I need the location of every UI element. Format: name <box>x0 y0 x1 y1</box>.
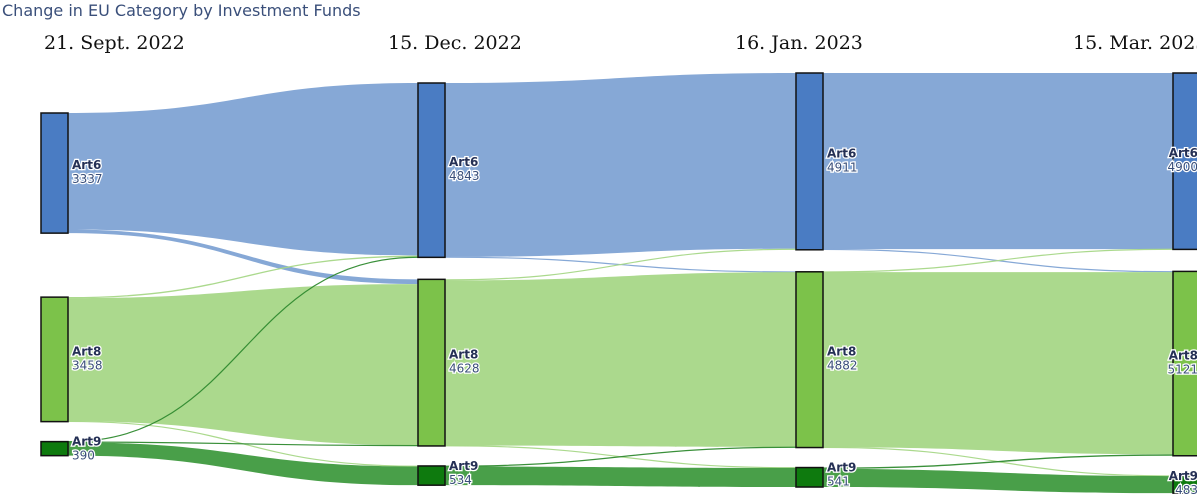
node-label-value-d8: 4628 <box>449 362 480 376</box>
node-label-value-j6: 4911 <box>827 160 858 174</box>
node-label-value-s6: 3337 <box>72 172 103 186</box>
node-m9[interactable] <box>1172 475 1197 494</box>
node-d9[interactable] <box>417 465 446 486</box>
node-label-name-s6: Art6 <box>72 158 101 172</box>
node-d8[interactable] <box>417 278 446 447</box>
column-label-jan-2023: 16. Jan. 2023 <box>735 32 863 54</box>
chart-title: Change in EU Category by Investment Fund… <box>2 1 361 20</box>
node-label-name-m6: Art6 <box>1169 146 1197 160</box>
flow-link-d9-j9 <box>445 466 796 488</box>
node-m6[interactable] <box>1172 72 1197 251</box>
column-label-dec-2022: 15. Dec. 2022 <box>388 32 522 54</box>
flow-link-s6-d8 <box>68 229 418 285</box>
flow-link-j8-m6 <box>822 248 1174 273</box>
flow-link-s6-d6 <box>68 83 418 256</box>
node-label-value-m6: 4900 <box>1167 160 1197 174</box>
flow-link-j8-m8 <box>823 272 1173 455</box>
node-label-name-d6: Art6 <box>449 155 478 169</box>
node-label-name-s9: Art9 <box>72 435 101 449</box>
flow-link-s9-d6 <box>67 256 419 443</box>
links-layer <box>67 73 1174 494</box>
node-label-name-m9: Art9 <box>1169 469 1197 483</box>
flow-link-s9-d9 <box>68 442 418 486</box>
node-label-name-j8: Art8 <box>827 345 856 359</box>
nodes-layer <box>40 72 1197 494</box>
node-label-name-d8: Art8 <box>449 348 478 362</box>
node-s8[interactable] <box>40 296 69 423</box>
node-label-value-j9: 541 <box>827 475 850 489</box>
node-m8[interactable] <box>1172 270 1197 457</box>
flow-link-j9-m9 <box>823 468 1173 494</box>
flow-link-s8-d6 <box>67 255 419 299</box>
node-s6[interactable] <box>40 112 69 234</box>
flow-link-d8-j8 <box>445 272 796 447</box>
flow-link-d8-j6 <box>444 248 797 281</box>
node-label-value-j8: 4882 <box>827 359 858 373</box>
column-label-sept-2022: 21. Sept. 2022 <box>44 32 185 54</box>
node-label-name-s8: Art8 <box>72 344 101 358</box>
node-label-value-s8: 3458 <box>72 358 103 372</box>
node-label-value-d6: 4843 <box>449 169 480 183</box>
node-s9[interactable] <box>40 440 69 457</box>
node-label-name-m8: Art8 <box>1169 349 1197 363</box>
node-j9[interactable] <box>795 466 824 488</box>
flow-link-s8-d8 <box>68 284 418 446</box>
labels-layer: Art63337Art83458Art9390Art64843Art84628A… <box>71 145 1197 494</box>
node-label-value-m9: 483 <box>1175 483 1197 494</box>
node-label-name-j6: Art6 <box>827 146 856 160</box>
flow-link-d6-j6 <box>445 73 796 257</box>
node-j6[interactable] <box>795 72 824 251</box>
column-label-mar-2023: 15. Mar. 2023 <box>1073 32 1197 54</box>
node-label-value-m8: 5121 <box>1167 363 1197 377</box>
node-label-name-d9: Art9 <box>449 459 478 473</box>
flow-link-j9-m8 <box>822 454 1174 469</box>
node-d6[interactable] <box>417 82 446 259</box>
node-label-value-s9: 390 <box>72 449 95 463</box>
node-label-value-d9: 534 <box>449 473 472 487</box>
node-label-name-j9: Art9 <box>827 461 856 475</box>
flow-link-j6-m6 <box>823 73 1173 250</box>
node-j8[interactable] <box>795 271 824 449</box>
flow-link-d9-j8 <box>444 446 797 467</box>
flow-link-s9-d8 <box>67 441 419 447</box>
